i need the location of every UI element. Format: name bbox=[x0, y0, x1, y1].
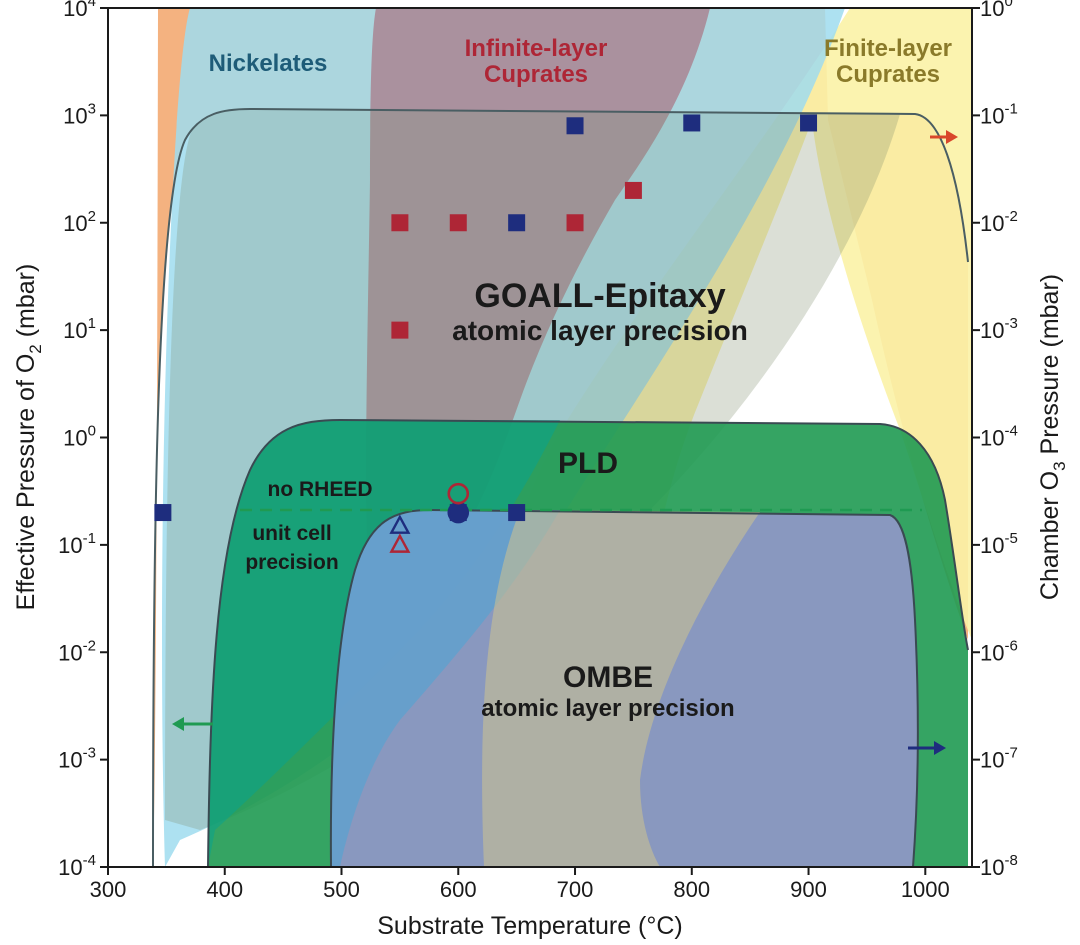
label-finite-layer-2: Cuprates bbox=[836, 61, 940, 88]
data-point-square bbox=[508, 504, 526, 522]
arrow-right-axis-red bbox=[930, 130, 958, 144]
y-left-tick-label: 104 bbox=[63, 0, 96, 21]
arrow-left-axis-green bbox=[172, 717, 213, 731]
y-left-tick-label: 10-4 bbox=[58, 852, 96, 880]
y-left-tick-label: 103 bbox=[63, 100, 96, 128]
x-tick-label: 300 bbox=[90, 877, 127, 902]
y-left-axis-title: Effective Pressure of O2 (mbar) bbox=[12, 264, 45, 611]
y-left-tick-label: 101 bbox=[63, 315, 96, 343]
y-right-axis-title: Chamber O3 Pressure (mbar) bbox=[1036, 274, 1069, 600]
y-right-tick-label: 10-6 bbox=[980, 637, 1018, 665]
data-point-square bbox=[449, 504, 467, 522]
y-right-tick-label: 10-4 bbox=[980, 423, 1018, 451]
data-point-triangle bbox=[389, 533, 411, 553]
y-right-tick-label: 10-8 bbox=[980, 852, 1018, 880]
x-tick-label: 400 bbox=[206, 877, 243, 902]
data-point-square bbox=[449, 214, 467, 232]
y-left-tick-label: 100 bbox=[63, 423, 96, 451]
data-point-triangle bbox=[389, 514, 411, 534]
label-unit-cell-2: precision bbox=[245, 551, 338, 574]
data-point-square bbox=[508, 214, 526, 232]
data-markers bbox=[154, 114, 818, 553]
x-axis-title: Substrate Temperature (°C) bbox=[377, 912, 683, 940]
y-right-axis-ticks: 10-8 10-7 10-6 10-5 10-4 10-3 10-2 10-1 100 bbox=[972, 0, 1018, 880]
x-tick-label: 900 bbox=[790, 877, 827, 902]
label-pld: PLD bbox=[558, 447, 618, 480]
label-finite-layer-1: Finite-layer bbox=[824, 35, 952, 62]
data-point-square bbox=[566, 117, 584, 135]
x-tick-label: 1000 bbox=[901, 877, 950, 902]
y-right-tick-label: 10-1 bbox=[980, 100, 1018, 128]
y-right-tick-label: 10-2 bbox=[980, 208, 1018, 236]
label-goall-epitaxy: GOALL-Epitaxy bbox=[474, 277, 725, 315]
data-point-square bbox=[566, 214, 584, 232]
y-right-tick-label: 10-7 bbox=[980, 745, 1018, 773]
data-point-circle bbox=[447, 482, 470, 505]
region-ombe-nickelate-overlap bbox=[330, 510, 560, 867]
label-infinite-layer-1: Infinite-layer bbox=[465, 35, 608, 62]
label-unit-cell-1: unit cell bbox=[252, 522, 331, 545]
y-right-tick-label: 10-3 bbox=[980, 315, 1018, 343]
region-ombe-finite-overlap bbox=[482, 510, 760, 867]
y-left-tick-label: 10-2 bbox=[58, 637, 96, 665]
data-point-square bbox=[683, 114, 701, 132]
y-left-tick-label: 10-3 bbox=[58, 745, 96, 773]
label-ombe: OMBE bbox=[563, 661, 653, 694]
y-right-tick-label: 100 bbox=[980, 0, 1013, 21]
label-no-rheed: no RHEED bbox=[268, 478, 373, 501]
y-left-axis-ticks: 10-4 10-3 10-2 10-1 100 101 102 103 104 bbox=[58, 0, 108, 880]
y-right-tick-label: 10-5 bbox=[980, 530, 1018, 558]
label-infinite-layer-2: Cuprates bbox=[484, 61, 588, 88]
x-tick-label: 600 bbox=[440, 877, 477, 902]
label-ombe-precision: atomic layer precision bbox=[481, 695, 734, 722]
y-left-tick-label: 102 bbox=[63, 208, 96, 236]
data-point-square bbox=[154, 504, 172, 522]
data-point-square bbox=[624, 181, 642, 199]
label-goall-precision: atomic layer precision bbox=[452, 315, 748, 346]
x-tick-label: 700 bbox=[557, 877, 594, 902]
x-axis-ticks: 300 400 500 600 700 800 900 1000 bbox=[90, 867, 950, 902]
region-layer bbox=[152, 8, 972, 867]
data-point-square bbox=[391, 214, 409, 232]
label-nickelates: Nickelates bbox=[209, 50, 328, 77]
arrow-right-axis-blue bbox=[908, 741, 946, 755]
data-point-square bbox=[391, 321, 409, 339]
x-tick-label: 500 bbox=[323, 877, 360, 902]
data-point-square bbox=[800, 114, 818, 132]
x-tick-label: 800 bbox=[673, 877, 710, 902]
y-left-tick-label: 10-1 bbox=[58, 530, 96, 558]
